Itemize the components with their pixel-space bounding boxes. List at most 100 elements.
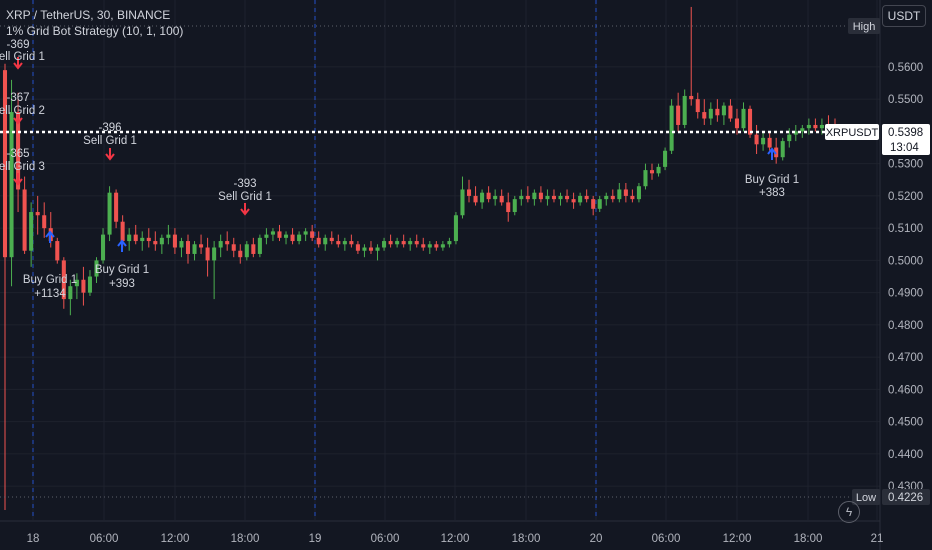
candle-body: [277, 231, 282, 238]
trade-label: Sell Grid 2: [0, 105, 45, 117]
price-tick-label: 0.4400: [888, 449, 923, 461]
price-tick-label: 0.5200: [888, 191, 923, 203]
time-tick-label: 06:00: [652, 533, 681, 545]
candle-body: [748, 108, 753, 135]
price-tick-label: 0.5300: [888, 159, 923, 171]
trade-annotations: -369Sell Grid 1-367Sell Grid 2-365Sell G…: [0, 39, 799, 300]
candle-body: [42, 215, 47, 229]
candle-body: [741, 108, 746, 129]
price-tick-label: 0.4800: [888, 320, 923, 332]
candle-body: [702, 112, 707, 119]
sell-arrow-head-icon: [13, 62, 23, 70]
candle-body: [120, 221, 125, 242]
candle-body: [297, 234, 302, 242]
buy-marker: Buy Grid 1 +393: [95, 239, 149, 290]
candle-body: [375, 247, 380, 251]
time-tick-label: 19: [309, 533, 322, 545]
candle-body: [663, 150, 668, 167]
candle-body: [94, 260, 99, 277]
candle-body: [349, 241, 354, 245]
candle-body: [682, 95, 687, 125]
candle-body: [721, 105, 726, 116]
candle-body: [146, 237, 151, 242]
last-price-bg: [882, 124, 930, 156]
candle-body: [153, 241, 158, 245]
lightning-icon[interactable]: ϟ: [838, 501, 860, 523]
candle-body: [440, 244, 445, 248]
candle-body: [715, 108, 720, 116]
candle-body: [107, 192, 112, 235]
candle-body: [499, 195, 504, 203]
candle-body: [656, 166, 661, 174]
candle-body: [734, 118, 739, 129]
candle-body: [408, 241, 413, 245]
candle-body: [185, 241, 191, 254]
candle-body: [395, 241, 400, 245]
last-price-badge: XRPUSDT 0.5398 13:04: [825, 124, 930, 156]
trade-label: Buy Grid 1: [95, 264, 149, 276]
candle-body: [172, 234, 177, 248]
candle-body: [460, 189, 465, 216]
high-badge-bg: [848, 18, 880, 34]
price-tick-label: 0.5100: [888, 223, 923, 235]
gridlines: [0, 0, 880, 520]
buy-arrow-head-icon: [117, 239, 127, 247]
trade-label: Buy Grid 1: [23, 274, 77, 286]
low-value: 0.4226: [888, 492, 923, 504]
price-tick-label: 0.4500: [888, 417, 923, 429]
countdown: 13:04: [890, 142, 919, 154]
candle-body: [597, 199, 602, 209]
candle-body: [486, 192, 491, 200]
candle-body: [623, 189, 628, 196]
candle-body: [127, 234, 132, 242]
trade-label: Buy Grid 1: [745, 174, 799, 186]
candle-body: [316, 237, 321, 245]
candle-body: [578, 195, 583, 203]
candle-body: [264, 234, 269, 238]
candle-body: [9, 112, 14, 258]
candle-body: [767, 137, 772, 148]
time-tick-label: 18:00: [794, 533, 823, 545]
candle-body: [199, 244, 204, 248]
candle-body: [101, 234, 106, 261]
trade-label: Sell Grid 1: [83, 135, 137, 147]
candle-body: [695, 99, 700, 113]
candle-body: [774, 147, 779, 158]
price-axis: 0.56000.55000.54000.53000.52000.51000.50…: [825, 0, 932, 550]
candle-body: [140, 237, 145, 242]
candle-body: [270, 231, 275, 235]
price-overlays: [0, 25, 880, 498]
candle-body: [244, 244, 249, 258]
candle-body: [787, 134, 792, 142]
candle-body: [689, 95, 694, 100]
candle-body: [649, 170, 655, 174]
low-badge-bg: [852, 489, 880, 505]
candle-body: [22, 189, 27, 251]
symbol-badge: XRPUSDT: [826, 127, 879, 139]
candle-body: [68, 286, 73, 300]
candle-body: [212, 247, 217, 261]
candle-body: [427, 244, 432, 248]
currency-button[interactable]: USDT: [882, 5, 926, 27]
candle-body: [368, 247, 374, 251]
candle-body: [551, 195, 557, 200]
candle-body: [676, 105, 681, 125]
time-tick-label: 06:00: [90, 533, 119, 545]
candle-body: [231, 244, 236, 251]
buy-arrow-head-icon: [45, 230, 55, 238]
sell-marker: -367Sell Grid 2: [0, 92, 45, 125]
candle-body: [630, 195, 635, 200]
candle-body: [159, 237, 164, 245]
candle-body: [545, 195, 550, 200]
time-tick-label: 18:00: [231, 533, 260, 545]
candle-body: [506, 202, 511, 213]
trade-pnl: +393: [109, 278, 135, 290]
symbol-title: XRP / TetherUS, 30, BINANCE: [6, 8, 171, 22]
time-tick-label: 18: [27, 533, 40, 545]
candle-body: [74, 279, 79, 287]
candle-body: [780, 141, 785, 158]
candle-body: [290, 234, 295, 242]
low-value-bg: [882, 489, 930, 505]
candle-body: [401, 241, 406, 245]
